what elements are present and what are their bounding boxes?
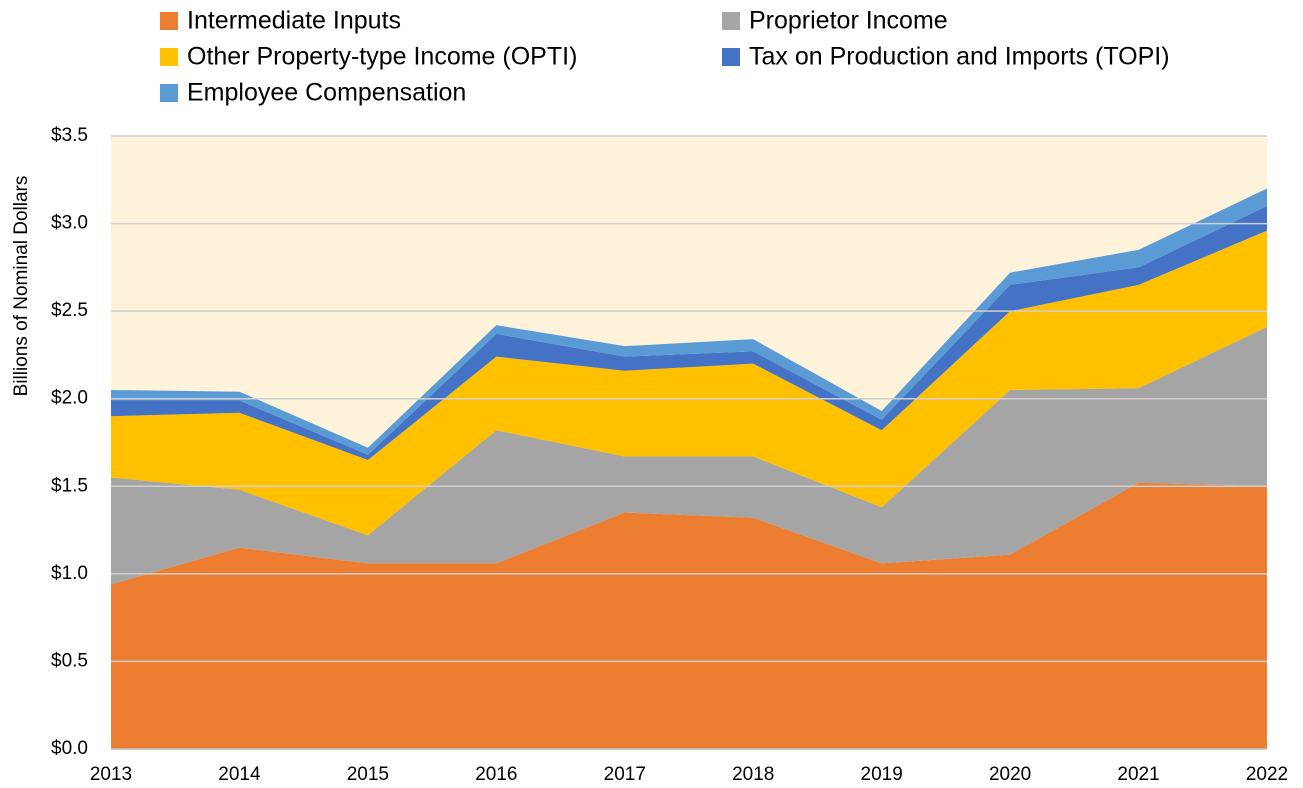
legend-swatch: [160, 48, 178, 66]
x-tick-label: 2015: [347, 764, 389, 785]
x-tick-label: 2014: [218, 764, 261, 785]
y-axis-label: Billions of Nominal Dollars: [11, 176, 32, 397]
legend-label: Proprietor Income: [749, 7, 948, 35]
y-tick-label: $1.5: [51, 475, 88, 496]
y-tick-label: $3.0: [51, 213, 88, 234]
x-tick-label: 2019: [861, 764, 903, 785]
x-tick-label: 2013: [90, 764, 132, 785]
legend-swatch: [160, 84, 178, 102]
legend-swatch: [722, 12, 740, 30]
y-tick-label: $0.0: [51, 738, 88, 759]
y-tick-label: $1.0: [51, 563, 88, 584]
legend-label: Employee Compensation: [187, 79, 466, 107]
x-tick-label: 2018: [732, 764, 774, 785]
area: [111, 230, 1267, 536]
legend-label: Intermediate Inputs: [187, 7, 401, 35]
x-tick-label: 2021: [1117, 764, 1159, 785]
area: [111, 326, 1267, 585]
area: [111, 482, 1267, 749]
legend-swatch: [722, 48, 740, 66]
y-tick-label: $2.0: [51, 388, 88, 409]
y-tick-label: $2.5: [51, 300, 88, 321]
y-tick-label: $3.5: [51, 125, 88, 146]
y-tick-label: $0.5: [51, 650, 88, 671]
x-tick-label: 2020: [989, 764, 1031, 785]
x-tick-label: 2016: [475, 764, 517, 785]
legend-label: Tax on Production and Imports (TOPI): [749, 43, 1170, 71]
legend-label: Other Property-type Income (OPTI): [187, 43, 577, 71]
x-tick-label: 2022: [1246, 764, 1288, 785]
x-tick-label: 2017: [604, 764, 646, 785]
legend-swatch: [160, 12, 178, 30]
